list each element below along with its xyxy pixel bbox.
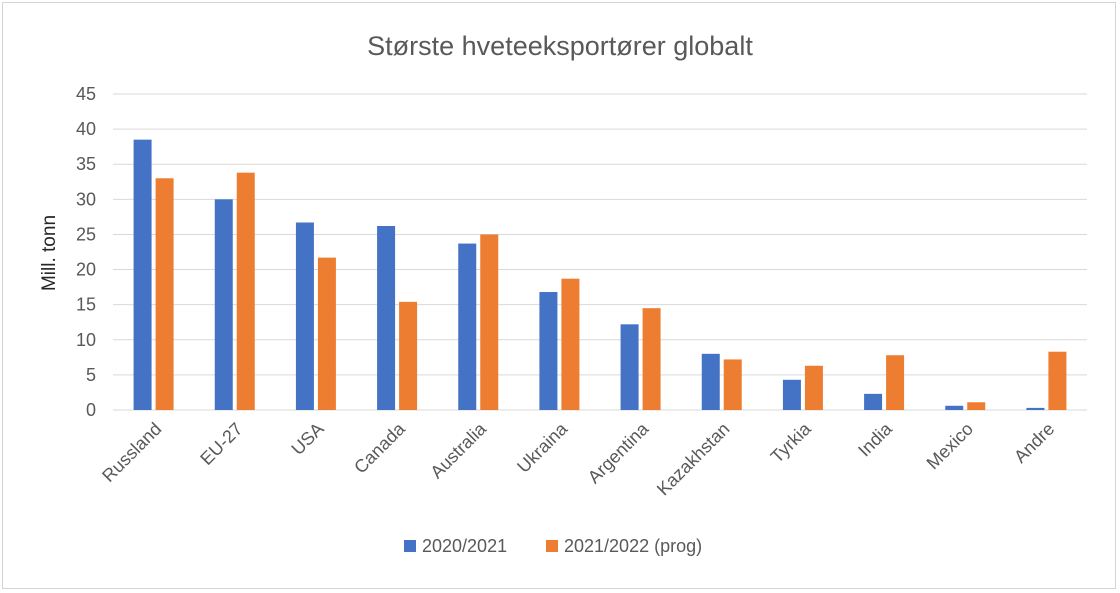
- x-tick-label: Australia: [426, 418, 490, 482]
- bars: [133, 139, 1067, 410]
- y-tick-label: 25: [76, 224, 96, 244]
- bar-series-2-india: [886, 355, 905, 410]
- bar-series-2-usa: [317, 257, 336, 410]
- bar-series-1-mexico: [945, 405, 964, 410]
- x-tick-label: Tyrkia: [767, 418, 816, 467]
- bar-series-2-ukraina: [561, 278, 580, 410]
- legend-label: 2021/2022 (prog): [564, 536, 702, 556]
- bar-series-1-kazakhstan: [701, 353, 720, 410]
- gridlines: [113, 93, 1087, 411]
- x-tick-label: India: [854, 418, 896, 460]
- y-tick-label: 10: [76, 330, 96, 350]
- x-tick-label: Ukraina: [513, 418, 572, 477]
- y-tick-label: 15: [76, 295, 96, 315]
- y-tick-label: 20: [76, 260, 96, 280]
- chart-title: Største hveteeksportører globalt: [367, 31, 753, 61]
- x-tick-label: Andre: [1010, 419, 1058, 467]
- bar-series-1-ukraina: [539, 292, 558, 410]
- bar-series-2-canada: [399, 301, 418, 410]
- bar-series-1-canada: [377, 226, 396, 410]
- bar-series-2-andre: [1048, 351, 1067, 410]
- bar-series-2-russland: [155, 178, 174, 410]
- bar-series-2-kazakhstan: [723, 359, 742, 410]
- bar-series-1-argentina: [620, 324, 639, 410]
- legend-swatch: [546, 540, 558, 552]
- y-tick-label: 30: [76, 189, 96, 209]
- x-tick-label: Argentina: [584, 418, 653, 487]
- x-tick-labels: Russland EU-27 USA Canada Australia Ukraina Ar…: [98, 418, 1058, 499]
- y-tick-label: 45: [76, 84, 96, 104]
- x-tick-label: Canada: [350, 418, 409, 477]
- bar-series-1-andre: [1026, 407, 1045, 410]
- bar-series-1-usa: [295, 222, 314, 410]
- y-tick-label: 0: [86, 400, 96, 420]
- bar-series-1-australia: [458, 243, 477, 410]
- x-tick-label: Russland: [98, 419, 165, 486]
- bar-series-2-eu-27: [236, 172, 255, 410]
- bar-series-1-eu-27: [214, 199, 233, 410]
- legend-swatch: [404, 540, 416, 552]
- y-axis-label: Mill. tonn: [39, 215, 60, 291]
- y-tick-label: 5: [86, 365, 96, 385]
- bar-series-1-russland: [133, 139, 152, 410]
- bar-series-2-argentina: [642, 308, 661, 410]
- bar-series-1-india: [864, 393, 883, 410]
- x-tick-label: EU-27: [196, 419, 246, 469]
- bar-series-2-tyrkia: [804, 365, 823, 410]
- x-tick-label: Kazakhstan: [653, 419, 734, 500]
- y-tick-label: 35: [76, 154, 96, 174]
- bar-series-2-mexico: [967, 402, 986, 410]
- x-tick-label: Mexico: [923, 419, 977, 473]
- legend-label: 2020/2021: [422, 536, 507, 556]
- x-tick-label: USA: [287, 419, 327, 459]
- bar-series-2-australia: [480, 234, 499, 410]
- bar-series-1-tyrkia: [782, 379, 801, 410]
- y-tick-label: 40: [76, 119, 96, 139]
- y-tick-labels: 0 5 10 15 20 25 30 35 40 45: [76, 84, 96, 420]
- legend: 2020/2021 2021/2022 (prog): [404, 536, 702, 556]
